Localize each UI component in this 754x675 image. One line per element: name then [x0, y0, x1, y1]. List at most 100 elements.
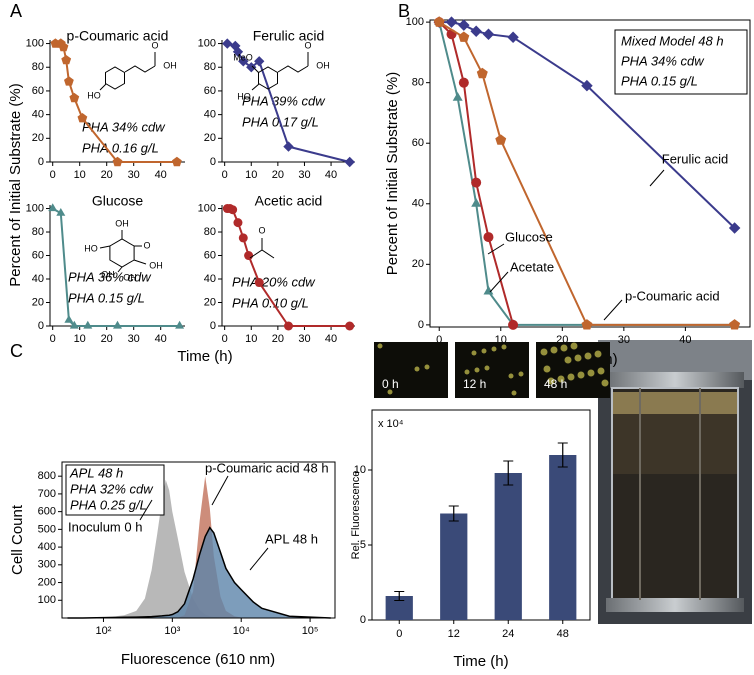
x-axis-label: Fluorescence (610 nm) [121, 651, 275, 668]
marker [581, 79, 593, 92]
annotation: PHA 0.25 g/L [70, 497, 147, 512]
y-tick-label: 0 [210, 320, 216, 332]
y-axis-label: Rel. Fluorescence [350, 471, 362, 560]
marker [284, 321, 293, 331]
marker [112, 156, 123, 167]
structure-label: HO [84, 243, 98, 253]
y-tick-label: 200 [38, 576, 56, 588]
series-label: Ferulic acid [662, 151, 728, 166]
label-leader [649, 169, 665, 187]
x-tick-label: 10 [245, 169, 257, 181]
cell-dot [518, 371, 524, 377]
annotation: PHA 36% cdw [68, 269, 152, 284]
annotation-box [614, 29, 748, 95]
series-label: Acetate [510, 259, 554, 274]
structure-label: OH [149, 260, 163, 270]
structure-label: MeO [233, 52, 253, 62]
y-tick-label: 80 [32, 61, 44, 73]
y-axis-label: Cell Count [9, 504, 26, 575]
structure-label: HO [237, 91, 251, 101]
image-label: 48 h [544, 377, 567, 391]
annotation: PHA 34% cdw [621, 53, 705, 68]
cell-dot [481, 348, 487, 354]
x-tick-label: 40 [679, 334, 691, 346]
marker [458, 31, 470, 42]
y-tick-label: 60 [204, 85, 216, 97]
cell-dot [491, 346, 497, 352]
annotation: PHA 32% cdw [70, 481, 154, 496]
x-tick-label: 10 [245, 333, 257, 345]
x-tick-label: 10 [74, 169, 86, 181]
x-tick-label: 20 [101, 333, 113, 345]
y-tick-label: 500 [38, 523, 56, 535]
y-tick-label: 300 [38, 559, 56, 571]
marker [175, 320, 185, 329]
data-line [438, 21, 735, 326]
structure-label: O [151, 40, 158, 50]
y-tick-label: 5 [360, 539, 366, 551]
x-axis-label: Time (h) [177, 348, 232, 365]
structure-label: OH [316, 60, 330, 70]
y-tick-label: 80 [204, 61, 216, 73]
structure-label: HO [87, 90, 101, 100]
annotation: PHA 0.15 g/L [68, 290, 145, 305]
scale-label: x 10⁴ [378, 418, 404, 430]
y-tick-label: 80 [204, 226, 216, 238]
marker [581, 319, 593, 330]
y-tick-label: 20 [32, 296, 44, 308]
histogram-outline [67, 526, 331, 619]
cell-dot [414, 366, 420, 372]
marker [458, 77, 469, 88]
cell-dot [540, 348, 548, 356]
marker [64, 76, 74, 86]
cell-dot [574, 354, 582, 362]
x-tick-label: 10 [74, 333, 86, 345]
reactor-photo [598, 340, 752, 624]
cell-dot [557, 375, 565, 383]
marker [77, 113, 88, 123]
x-tick-label: 20 [101, 169, 113, 181]
x-tick-label: 20 [272, 169, 284, 181]
y-tick-label: 20 [32, 132, 44, 144]
annotation: PHA 34% cdw [82, 119, 166, 134]
marker [482, 28, 495, 40]
marker [471, 198, 482, 207]
x-tick-label: 30 [128, 169, 140, 181]
cell-dot [377, 343, 383, 349]
annotation: PHA 20% cdw [232, 274, 316, 289]
structure-label: OH [123, 272, 137, 282]
x-tick-label: 30 [128, 333, 140, 345]
marker [345, 321, 355, 331]
cell-dot [597, 367, 605, 375]
marker [507, 31, 519, 43]
y-axis-label: Percent of Initial Substrate (%) [7, 83, 24, 286]
chart-title: p-Coumaric acid [67, 28, 169, 44]
x-tick-label: 10³ [164, 625, 180, 637]
marker [471, 177, 482, 188]
x-tick-label: 30 [298, 169, 310, 181]
reactor-foam [613, 392, 737, 414]
marker [452, 92, 463, 101]
plot-frame [61, 461, 336, 619]
y-tick-label: 0 [418, 319, 424, 331]
marker [729, 319, 741, 330]
marker [254, 278, 264, 288]
y-tick-label: 600 [38, 506, 56, 518]
marker [238, 233, 248, 243]
marker [58, 41, 69, 52]
marker [476, 67, 488, 79]
structure-bond [251, 83, 260, 91]
x-tick-label: 40 [325, 333, 337, 345]
x-tick-label: 40 [155, 169, 167, 181]
annotation: APL 48 h [69, 465, 123, 480]
structure-label: O [304, 40, 311, 50]
cell-dot [511, 390, 517, 396]
chart-title: Glucose [92, 193, 144, 209]
cell-dot [577, 371, 585, 379]
x-axis-label: Time (h) [453, 653, 508, 670]
x-tick-label: 40 [325, 169, 337, 181]
structure-bond [99, 83, 107, 91]
x-tick-label: 0 [222, 169, 228, 181]
y-tick-label: 10 [354, 464, 366, 476]
reactor-base [606, 598, 744, 612]
